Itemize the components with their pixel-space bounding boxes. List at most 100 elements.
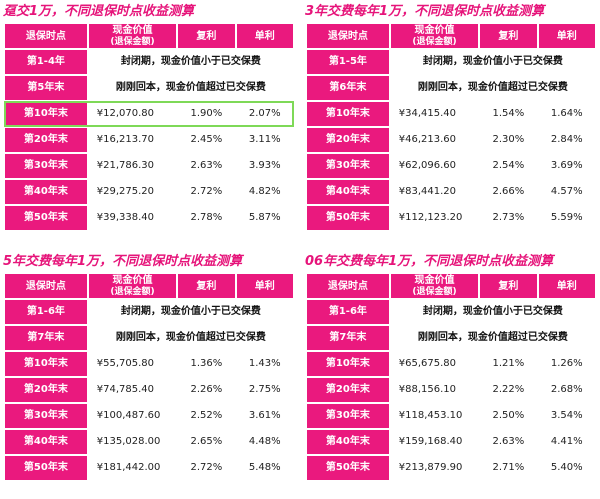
simple-rate: 3.69% bbox=[538, 154, 595, 178]
table-row-locked: 第1-6年 封闭期，现金价值小于已交保费 bbox=[307, 300, 595, 324]
simple-rate: 5.48% bbox=[236, 456, 293, 480]
simple-rate: 1.64% bbox=[538, 102, 595, 126]
row-label: 第30年末 bbox=[307, 154, 389, 178]
header-simple: 单利 bbox=[538, 274, 595, 298]
merged-note: 封闭期，现金价值小于已交保费 bbox=[88, 300, 293, 324]
header-cash-value: 现金价值 (退保金额) bbox=[390, 24, 479, 48]
table-row-breakeven: 第6年末 刚刚回本，现金价值超过已交保费 bbox=[307, 76, 595, 100]
table-row: 第20年末 ¥46,213.60 2.30% 2.84% bbox=[307, 128, 595, 152]
simple-rate: 1.43% bbox=[236, 352, 293, 376]
table-row: 第30年末 ¥118,453.10 2.50% 3.54% bbox=[307, 404, 595, 428]
cash-value: ¥34,415.40 bbox=[390, 102, 479, 126]
simple-rate: 2.07% bbox=[236, 102, 293, 126]
table-row: 第50年末 ¥181,442.00 2.72% 5.48% bbox=[5, 456, 293, 480]
simple-rate: 3.54% bbox=[538, 404, 595, 428]
header-surrender-time: 退保时点 bbox=[307, 24, 389, 48]
header-compound: 复利 bbox=[178, 274, 235, 298]
row-label: 第1-5年 bbox=[307, 50, 389, 74]
cash-value: ¥65,675.80 bbox=[390, 352, 479, 376]
compound-rate: 1.90% bbox=[178, 102, 235, 126]
compound-rate: 2.66% bbox=[480, 180, 537, 204]
row-label: 第7年末 bbox=[5, 326, 87, 350]
header-cash-value-label: 现金价值 bbox=[414, 274, 455, 286]
table-row: 第40年末 ¥83,441.20 2.66% 4.57% bbox=[307, 180, 595, 204]
header-cash-value-label: 现金价值 bbox=[414, 24, 455, 36]
row-label: 第1-6年 bbox=[307, 300, 389, 324]
compound-rate: 2.50% bbox=[480, 404, 537, 428]
row-label: 第20年末 bbox=[5, 128, 87, 152]
header-compound: 复利 bbox=[480, 274, 537, 298]
merged-note: 封闭期，现金价值小于已交保费 bbox=[88, 50, 293, 74]
panel-6-year: 06年交费每年1万，不同退保时点收益测算 退保时点 现金价值 (退保金额) 复利 … bbox=[305, 252, 597, 482]
simple-rate: 3.11% bbox=[236, 128, 293, 152]
header-cash-value: 现金价值 (退保金额) bbox=[88, 24, 177, 48]
cash-value: ¥74,785.40 bbox=[88, 378, 177, 402]
compound-rate: 2.65% bbox=[178, 430, 235, 454]
panel-title: 5年交费每年1万，不同退保时点收益测算 bbox=[3, 254, 243, 269]
header-surrender-time: 退保时点 bbox=[307, 274, 389, 298]
row-label: 第40年末 bbox=[5, 180, 87, 204]
compound-rate: 2.45% bbox=[178, 128, 235, 152]
cash-value: ¥213,879.90 bbox=[390, 456, 479, 480]
table-row: 第30年末 ¥62,096.60 2.54% 3.69% bbox=[307, 154, 595, 178]
cash-value: ¥118,453.10 bbox=[390, 404, 479, 428]
row-label: 第6年末 bbox=[307, 76, 389, 100]
cash-value: ¥29,275.20 bbox=[88, 180, 177, 204]
panel-title: 06年交费每年1万，不同退保时点收益测算 bbox=[305, 254, 554, 269]
simple-rate: 4.82% bbox=[236, 180, 293, 204]
row-label: 第40年末 bbox=[5, 430, 87, 454]
table-row: 第20年末 ¥88,156.10 2.22% 2.68% bbox=[307, 378, 595, 402]
returns-table: 退保时点 现金价值 (退保金额) 复利 单利 第1-5年 封闭期，现金价值小于已交… bbox=[305, 22, 597, 232]
row-label: 第50年末 bbox=[307, 206, 389, 230]
panel-3-year: 3年交费每年1万，不同退保时点收益测算 退保时点 现金价值 (退保金额) 复利 单… bbox=[305, 2, 597, 232]
row-label: 第10年末 bbox=[307, 352, 389, 376]
merged-note: 刚刚回本，现金价值超过已交保费 bbox=[390, 326, 595, 350]
row-label: 第50年末 bbox=[5, 456, 87, 480]
cash-value: ¥16,213.70 bbox=[88, 128, 177, 152]
simple-rate: 3.93% bbox=[236, 154, 293, 178]
panel-title: 3年交费每年1万，不同退保时点收益测算 bbox=[305, 4, 545, 19]
compound-rate: 2.63% bbox=[178, 154, 235, 178]
compound-rate: 2.26% bbox=[178, 378, 235, 402]
simple-rate: 4.57% bbox=[538, 180, 595, 204]
row-label: 第20年末 bbox=[307, 128, 389, 152]
merged-note: 刚刚回本，现金价值超过已交保费 bbox=[88, 76, 293, 100]
row-label: 第50年末 bbox=[5, 206, 87, 230]
header-cash-value-sub: (退保金额) bbox=[110, 36, 155, 47]
table-row: 第10年末 ¥34,415.40 1.54% 1.64% bbox=[307, 102, 595, 126]
cash-value: ¥21,786.30 bbox=[88, 154, 177, 178]
table-row-breakeven: 第5年末 刚刚回本，现金价值超过已交保费 bbox=[5, 76, 293, 100]
simple-rate: 2.84% bbox=[538, 128, 595, 152]
table-row-locked: 第1-4年 封闭期，现金价值小于已交保费 bbox=[5, 50, 293, 74]
table-row: 第30年末 ¥21,786.30 2.63% 3.93% bbox=[5, 154, 293, 178]
simple-rate: 2.75% bbox=[236, 378, 293, 402]
row-label: 第40年末 bbox=[307, 180, 389, 204]
compound-rate: 2.71% bbox=[480, 456, 537, 480]
header-cash-value-sub: (退保金额) bbox=[412, 36, 457, 47]
cash-value: ¥39,338.40 bbox=[88, 206, 177, 230]
compound-rate: 2.54% bbox=[480, 154, 537, 178]
panel-lump-sum: 趸交1万，不同退保时点收益测算 退保时点 现金价值 (退保金额) 复利 单利 第1… bbox=[3, 2, 295, 232]
row-label: 第10年末 bbox=[307, 102, 389, 126]
header-cash-value: 现金价值 (退保金额) bbox=[88, 274, 177, 298]
header-cash-value-sub: (退保金额) bbox=[110, 286, 155, 297]
table-row-locked: 第1-5年 封闭期，现金价值小于已交保费 bbox=[307, 50, 595, 74]
simple-rate: 5.59% bbox=[538, 206, 595, 230]
simple-rate: 2.68% bbox=[538, 378, 595, 402]
row-label: 第10年末 bbox=[5, 352, 87, 376]
compound-rate: 2.52% bbox=[178, 404, 235, 428]
simple-rate: 1.26% bbox=[538, 352, 595, 376]
row-label: 第1-4年 bbox=[5, 50, 87, 74]
table-row: 第50年末 ¥213,879.90 2.71% 5.40% bbox=[307, 456, 595, 480]
compound-rate: 1.54% bbox=[480, 102, 537, 126]
row-label: 第20年末 bbox=[5, 378, 87, 402]
header-surrender-time: 退保时点 bbox=[5, 274, 87, 298]
compound-rate: 2.73% bbox=[480, 206, 537, 230]
cash-value: ¥100,487.60 bbox=[88, 404, 177, 428]
row-label: 第30年末 bbox=[5, 404, 87, 428]
panel-5-year: 5年交费每年1万，不同退保时点收益测算 退保时点 现金价值 (退保金额) 复利 单… bbox=[3, 252, 295, 482]
table-row-breakeven: 第7年末 刚刚回本，现金价值超过已交保费 bbox=[307, 326, 595, 350]
table-row: 第40年末 ¥29,275.20 2.72% 4.82% bbox=[5, 180, 293, 204]
header-simple: 单利 bbox=[236, 274, 293, 298]
row-label: 第1-6年 bbox=[5, 300, 87, 324]
